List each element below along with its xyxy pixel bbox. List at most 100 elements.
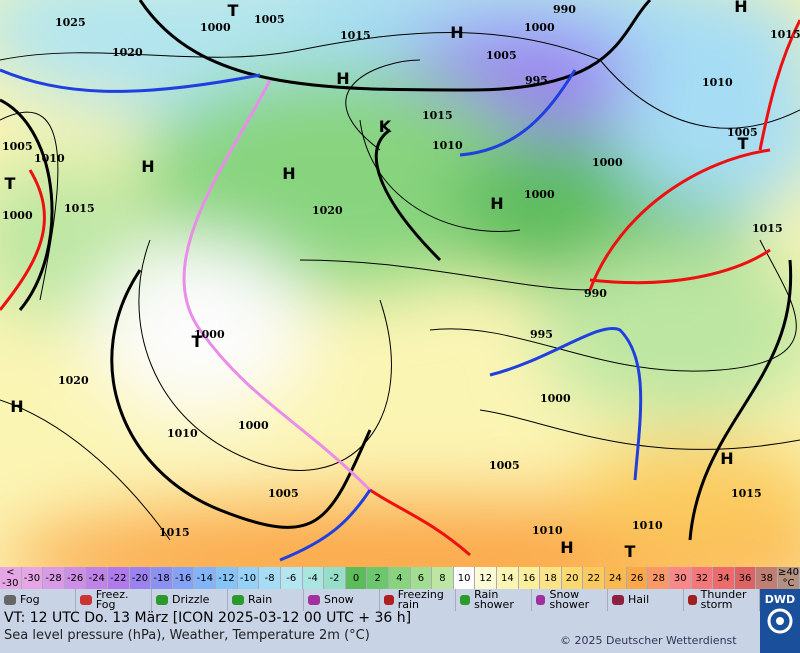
scale-cell: 6 xyxy=(410,567,433,589)
isobar-label: 1015 xyxy=(340,29,371,42)
scale-cell: 26 xyxy=(626,567,649,589)
isobar-label: 1020 xyxy=(112,46,143,59)
legend-item: Rain shower xyxy=(456,589,532,611)
scale-cell: -28 xyxy=(43,567,65,589)
scale-cell: -8 xyxy=(259,567,281,589)
scale-cell: 10 xyxy=(453,567,476,589)
pressure-center: T xyxy=(5,174,16,193)
pressure-center: H xyxy=(141,157,154,176)
scale-cell: -4 xyxy=(302,567,325,589)
map-description: Sea level pressure (hPa), Weather, Tempe… xyxy=(4,628,370,643)
legend-item: Fog xyxy=(0,589,76,611)
legend-text: Hail xyxy=(628,593,650,606)
legend-item: Snow xyxy=(304,589,380,611)
legend-item: Snow shower xyxy=(532,589,608,611)
scale-cell: 22 xyxy=(583,567,606,589)
isobar-label: 1010 xyxy=(34,152,65,165)
isobar-label: 1015 xyxy=(752,222,783,235)
copyright: © 2025 Deutscher Wetterdienst xyxy=(560,634,737,647)
isobar-label: 1005 xyxy=(254,13,285,26)
legend-symbol xyxy=(460,595,471,605)
pressure-center: T xyxy=(228,1,239,20)
scale-cell: 38 xyxy=(756,567,778,589)
scale-cell: ≥40 °C xyxy=(777,567,800,589)
legend-item: Freezing rain xyxy=(380,589,456,611)
isobar-label: 1025 xyxy=(55,16,86,29)
isobar-label: 995 xyxy=(525,74,548,87)
scale-cell: 20 xyxy=(561,567,584,589)
legend-item: Drizzle xyxy=(152,589,228,611)
isobar-label: 1000 xyxy=(2,209,33,222)
legend-text: Freezing rain xyxy=(397,588,444,611)
pressure-center: H xyxy=(282,164,295,183)
isobar-label: 1010 xyxy=(702,76,733,89)
scale-cell: -24 xyxy=(86,567,109,589)
scale-label: < xyxy=(6,567,15,578)
legend-symbol xyxy=(308,595,320,605)
scale-cell: 36 xyxy=(734,567,757,589)
isobar-label: 995 xyxy=(530,328,553,341)
scale-cell: 12 xyxy=(475,567,498,589)
isobar-label: 1020 xyxy=(58,374,89,387)
scale-cell: -6 xyxy=(280,567,303,589)
isobar-label: 1000 xyxy=(194,328,225,341)
isobar-label: 1010 xyxy=(532,524,563,537)
isobar-label: 1010 xyxy=(167,427,198,440)
isobar-label: 990 xyxy=(553,3,576,16)
legend-symbol xyxy=(384,595,394,605)
isobar-label: 1000 xyxy=(540,392,571,405)
isobar-label: 1020 xyxy=(312,204,343,217)
scale-cell: 18 xyxy=(540,567,562,589)
legend-item: Hail xyxy=(608,589,684,611)
scale-cell: -2 xyxy=(324,567,346,589)
scale-cell: -12 xyxy=(216,567,238,589)
pressure-center: H xyxy=(10,397,23,416)
scale-cell: -10 xyxy=(237,567,260,589)
isobar-label: 1000 xyxy=(238,419,269,432)
legend-text: Freez. Fog xyxy=(95,588,129,611)
isobar-label: 1000 xyxy=(524,188,555,201)
pressure-center: T xyxy=(625,542,636,561)
scale-cell: 32 xyxy=(691,567,714,589)
scale-label: -30 xyxy=(2,578,19,589)
scale-cell: -14 xyxy=(194,567,217,589)
scale-cell: -16 xyxy=(172,567,195,589)
scale-cell: 28 xyxy=(648,567,670,589)
pressure-center: H xyxy=(450,23,463,42)
scale-cell: 34 xyxy=(713,567,735,589)
isobar-label: 1015 xyxy=(64,202,95,215)
isobar-label: 1005 xyxy=(2,140,33,153)
pressure-center: H xyxy=(720,449,733,468)
isobar-label: 1010 xyxy=(632,519,663,532)
legend-symbol xyxy=(612,595,624,605)
scale-cell: -30 xyxy=(21,567,44,589)
pressure-center: H xyxy=(336,69,349,88)
isobar-label: 1000 xyxy=(592,156,623,169)
pressure-center: H xyxy=(560,538,573,557)
scale-label: °C xyxy=(782,578,795,589)
scale-label: ≥40 xyxy=(777,567,800,578)
isobar-label: 1015 xyxy=(770,28,800,41)
scale-cell: -26 xyxy=(64,567,87,589)
isobars xyxy=(0,32,800,541)
legend-text: Rain xyxy=(248,593,273,606)
legend-text: Rain shower xyxy=(474,588,514,611)
legend-text: Snow xyxy=(324,593,354,606)
pressure-center: T xyxy=(738,134,749,153)
logo-icon xyxy=(767,608,793,634)
major-isobars xyxy=(0,0,793,541)
isobar-label: 1000 xyxy=(200,21,231,34)
logo-text: DWD xyxy=(764,593,796,606)
weather-legend: Fog Freez. Fog Drizzle Rain Snow Freezing rai… xyxy=(0,589,760,611)
scale-cell: 2 xyxy=(367,567,389,589)
scale-cell: 4 xyxy=(388,567,411,589)
isobar-label: 990 xyxy=(584,287,607,300)
scale-cell: 30 xyxy=(669,567,692,589)
scale-cell: 16 xyxy=(518,567,541,589)
pressure-center: T xyxy=(192,332,203,351)
isobar-label: 1015 xyxy=(422,109,453,122)
legend-symbol xyxy=(536,595,546,605)
